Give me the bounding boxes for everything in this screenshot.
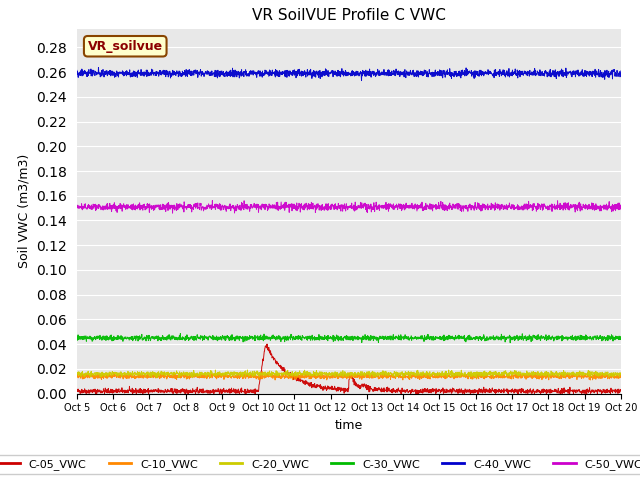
Title: VR SoilVUE Profile C VWC: VR SoilVUE Profile C VWC	[252, 9, 445, 24]
Y-axis label: Soil VWC (m3/m3): Soil VWC (m3/m3)	[18, 154, 31, 268]
Text: VR_soilvue: VR_soilvue	[88, 40, 163, 53]
X-axis label: time: time	[335, 419, 363, 432]
Legend: C-05_VWC, C-10_VWC, C-20_VWC, C-30_VWC, C-40_VWC, C-50_VWC: C-05_VWC, C-10_VWC, C-20_VWC, C-30_VWC, …	[0, 455, 640, 474]
